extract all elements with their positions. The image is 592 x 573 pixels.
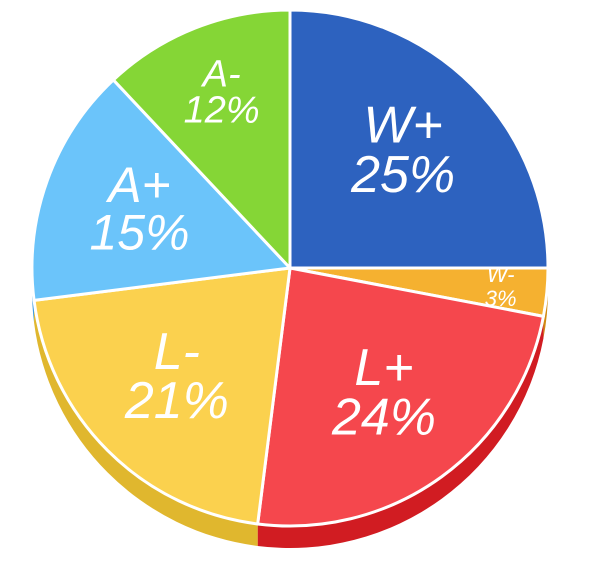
slice-value-label-wplus: 25% — [350, 146, 455, 204]
slice-value-label-aminus: 12% — [184, 89, 260, 131]
pie-slice-aplus — [30, 78, 292, 302]
slice-value-label-lplus: 24% — [331, 388, 436, 446]
slice-label-lplus: L+ — [354, 339, 413, 397]
pie-slice-wplus — [288, 8, 550, 270]
slice-value-label-aplus: 15% — [89, 204, 189, 260]
slice-label-wplus: W+ — [363, 97, 442, 155]
slice-label-lminus: L- — [154, 323, 200, 381]
slice-label-aminus: A- — [201, 53, 241, 95]
slice-value-label-lminus: 21% — [124, 372, 229, 430]
pie-slice-lminus — [32, 266, 292, 526]
slice-label-wminus: W- — [487, 262, 515, 287]
pie-slice-aminus — [111, 8, 292, 270]
pie-slice-lplus — [256, 266, 545, 528]
pie-slices — [30, 8, 550, 528]
slice-value-label-wminus: 3% — [485, 286, 517, 311]
slice-label-aplus: A+ — [105, 157, 171, 213]
pie-labels: W+25% W-3% L+24% L-21% A+15% A-12% — [89, 53, 516, 446]
